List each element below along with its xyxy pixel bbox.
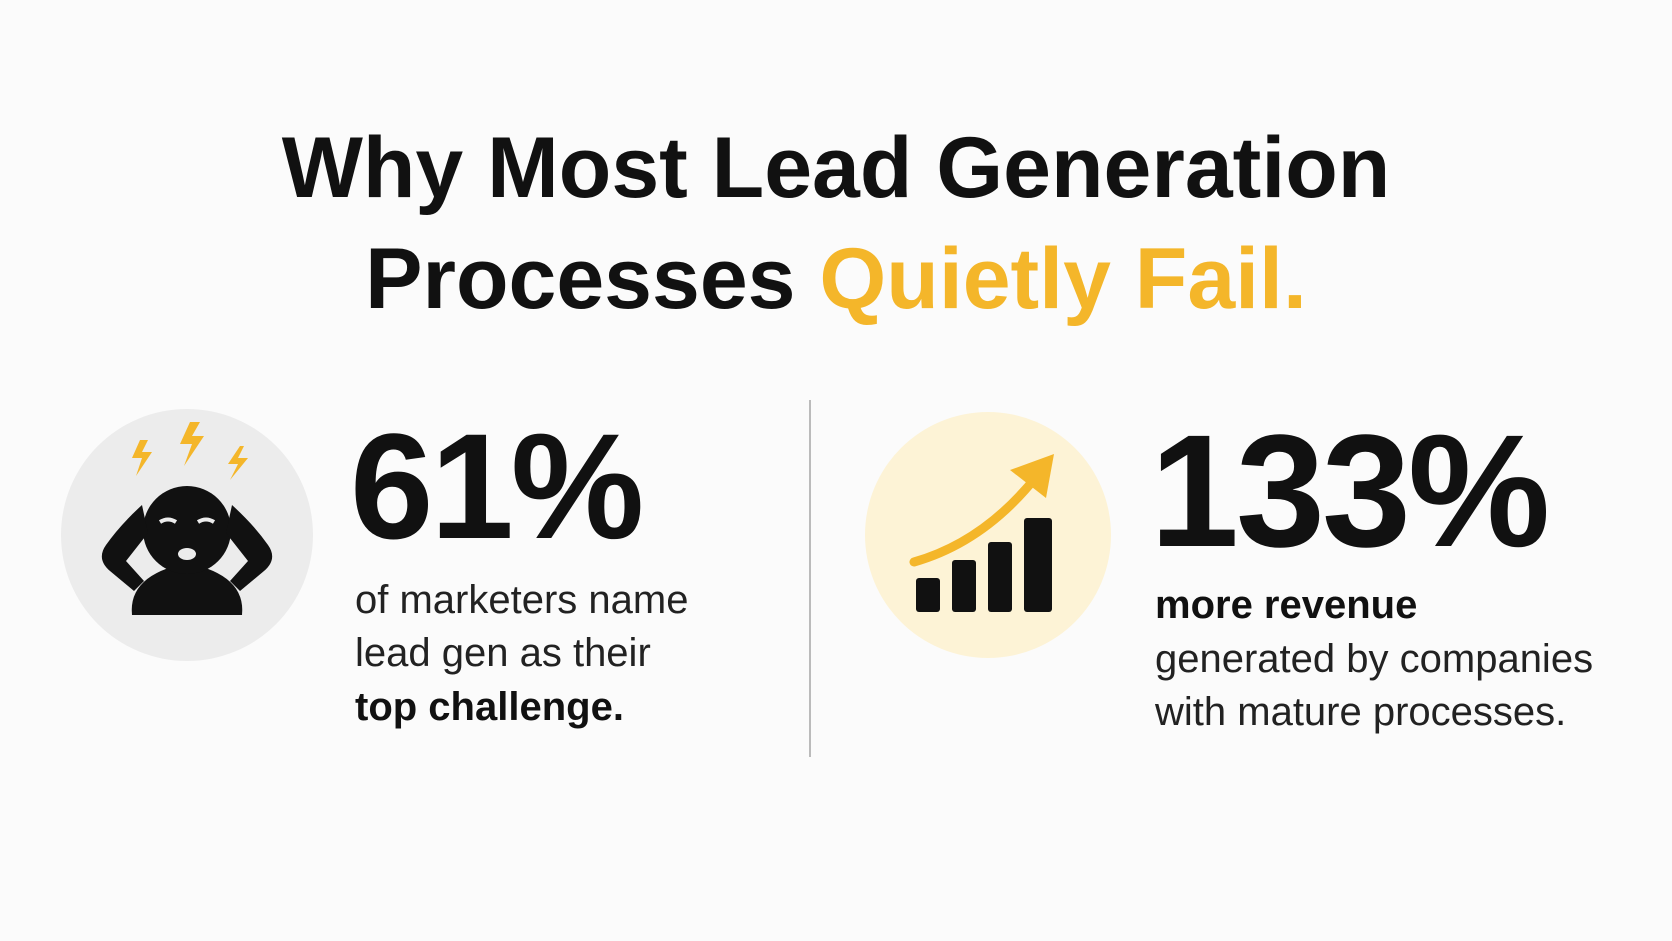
stat-text: generated by companies <box>1155 637 1593 681</box>
stat-text: of marketers name <box>355 578 688 622</box>
stat-text: with mature processes. <box>1154 690 1566 734</box>
title-line: Why Most Lead Generation <box>282 120 1391 216</box>
title-plain: Processes <box>365 231 795 327</box>
stat-text: lead gen as their <box>355 631 651 675</box>
title-line: Processes Quietly Fail. <box>365 231 1307 327</box>
stat-figure: 61% <box>350 402 641 570</box>
stat-emphasis: top challenge. <box>355 685 624 729</box>
stress-icon <box>61 409 313 661</box>
stat-emphasis: more revenue <box>1155 583 1417 627</box>
growth-icon <box>865 412 1111 658</box>
title-highlight: Quietly Fail. <box>819 231 1306 327</box>
stat-figure: 133% <box>1150 401 1547 580</box>
